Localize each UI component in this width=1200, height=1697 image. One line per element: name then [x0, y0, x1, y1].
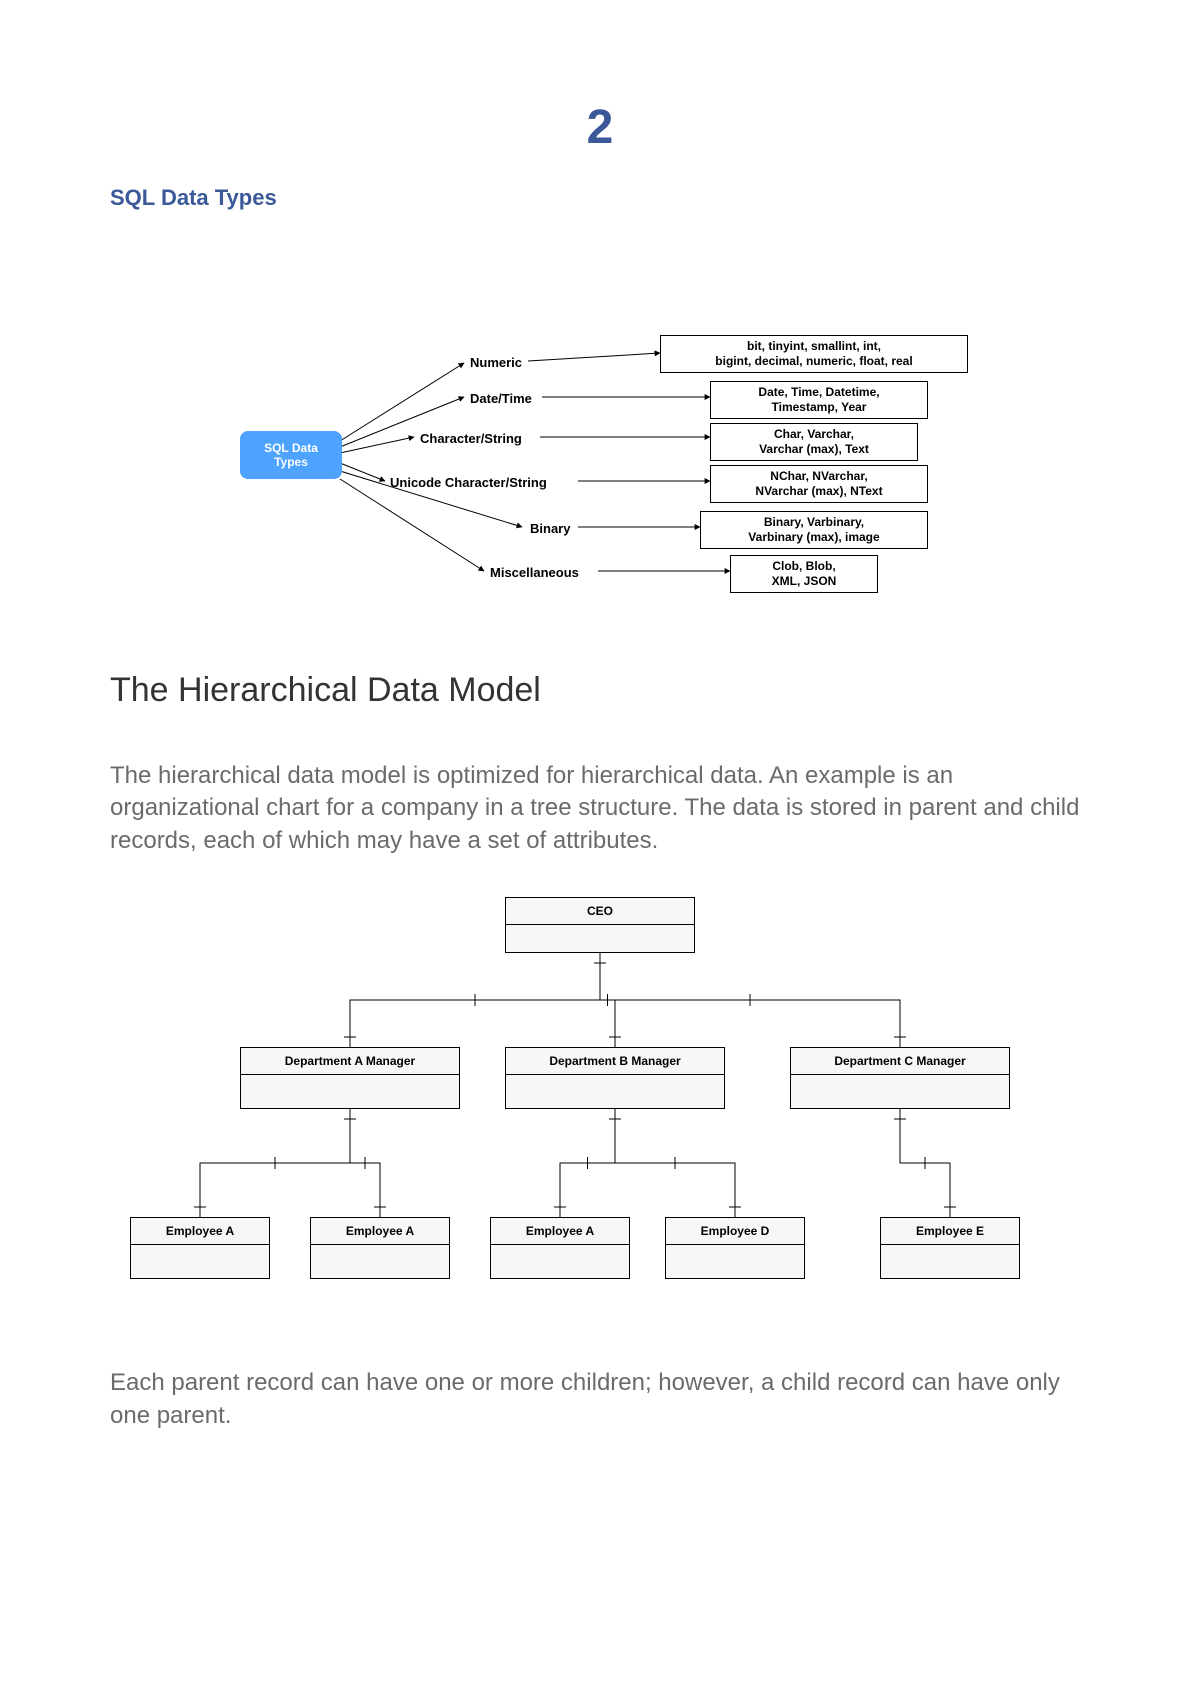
- category-label: Binary: [530, 521, 570, 536]
- leaf-box: bit, tinyint, smallint, int,bigint, deci…: [660, 335, 968, 373]
- org-node: Employee A: [130, 1217, 270, 1279]
- root-label-line1: SQL Data: [246, 441, 336, 455]
- org-node-body: [491, 1245, 629, 1275]
- sql-data-types-diagram: SQL Data Types Numeric bit, tinyint, smal…: [240, 331, 960, 611]
- org-node-label: Employee D: [666, 1218, 804, 1245]
- org-node-label: Department A Manager: [241, 1048, 459, 1075]
- chapter-number: 2: [110, 100, 1090, 155]
- org-node-body: [791, 1075, 1009, 1105]
- root-label-line2: Types: [246, 455, 336, 469]
- org-node-label: Employee E: [881, 1218, 1019, 1245]
- org-node: Department A Manager: [240, 1047, 460, 1109]
- root-node-sql-data-types: SQL Data Types: [240, 431, 342, 479]
- org-node-body: [241, 1075, 459, 1105]
- leaf-text-line: Varchar (max), Text: [719, 442, 909, 457]
- leaf-box: NChar, NVarchar,NVarchar (max), NText: [710, 465, 928, 503]
- leaf-text-line: NVarchar (max), NText: [719, 484, 919, 499]
- org-chart-diagram: CEO Department A Manager Department B Mana…: [110, 897, 1090, 1317]
- org-node-label: Employee A: [131, 1218, 269, 1245]
- org-node-body: [666, 1245, 804, 1275]
- chapter-title: SQL Data Types: [110, 185, 1090, 211]
- category-label: Date/Time: [470, 391, 532, 406]
- org-node-body: [311, 1245, 449, 1275]
- leaf-text-line: bigint, decimal, numeric, float, real: [669, 354, 959, 369]
- leaf-text-line: Date, Time, Datetime,: [719, 385, 919, 400]
- org-node-label: Department C Manager: [791, 1048, 1009, 1075]
- org-node-label: CEO: [506, 898, 694, 925]
- category-label: Character/String: [420, 431, 522, 446]
- org-node-body: [506, 1075, 724, 1105]
- leaf-text-line: Clob, Blob,: [739, 559, 869, 574]
- leaf-box: Char, Varchar,Varchar (max), Text: [710, 423, 918, 461]
- org-node-label: Employee A: [491, 1218, 629, 1245]
- org-node: Department C Manager: [790, 1047, 1010, 1109]
- leaf-text-line: bit, tinyint, smallint, int,: [669, 339, 959, 354]
- body-paragraph-1: The hierarchical data model is optimized…: [110, 760, 1090, 857]
- leaf-text-line: Binary, Varbinary,: [709, 515, 919, 530]
- org-node: Employee A: [310, 1217, 450, 1279]
- body-paragraph-2: Each parent record can have one or more …: [110, 1367, 1090, 1432]
- org-node-body: [131, 1245, 269, 1275]
- org-node-body: [506, 925, 694, 955]
- org-node-label: Department B Manager: [506, 1048, 724, 1075]
- org-node: Employee A: [490, 1217, 630, 1279]
- org-node: CEO: [505, 897, 695, 953]
- section-heading: The Hierarchical Data Model: [110, 671, 1090, 710]
- org-node: Department B Manager: [505, 1047, 725, 1109]
- org-node-body: [881, 1245, 1019, 1275]
- org-node-label: Employee A: [311, 1218, 449, 1245]
- leaf-box: Binary, Varbinary,Varbinary (max), image: [700, 511, 928, 549]
- category-label: Numeric: [470, 355, 522, 370]
- leaf-text-line: Char, Varchar,: [719, 427, 909, 442]
- leaf-text-line: XML, JSON: [739, 574, 869, 589]
- leaf-text-line: Timestamp, Year: [719, 400, 919, 415]
- document-page: 2 SQL Data Types SQL Data Types Numeric b…: [0, 0, 1200, 1697]
- org-node: Employee E: [880, 1217, 1020, 1279]
- leaf-text-line: Varbinary (max), image: [709, 530, 919, 545]
- category-label: Unicode Character/String: [390, 475, 547, 490]
- leaf-box: Clob, Blob,XML, JSON: [730, 555, 878, 593]
- org-node: Employee D: [665, 1217, 805, 1279]
- leaf-box: Date, Time, Datetime,Timestamp, Year: [710, 381, 928, 419]
- category-label: Miscellaneous: [490, 565, 579, 580]
- leaf-text-line: NChar, NVarchar,: [719, 469, 919, 484]
